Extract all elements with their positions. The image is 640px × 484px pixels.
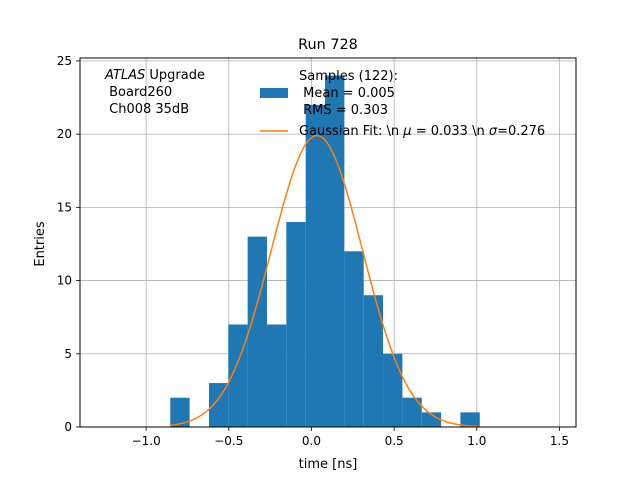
- y-tick-label: 0: [64, 420, 72, 434]
- upgrade-label: Upgrade: [145, 68, 205, 83]
- axis-ticks: −1.0 −0.5 0.0 0.5 1.0 1.5 0 5 10 15 20 25: [57, 54, 569, 448]
- histogram-bar: [247, 236, 267, 427]
- y-tick-label: 20: [57, 127, 72, 141]
- legend-fit-sigma: σ: [489, 124, 498, 139]
- x-axis-label: time [ns]: [299, 457, 358, 472]
- chart-title: Run 728: [298, 37, 358, 53]
- histogram-bar: [363, 295, 384, 427]
- legend-fit-label: Gaussian Fit: \n μ = 0.033 \n σ=0.276: [299, 124, 545, 139]
- histogram-bar: [286, 222, 306, 427]
- gaussian-fit-line: [170, 134, 480, 428]
- x-tick-label: 0.0: [302, 434, 321, 448]
- histogram-bar: [208, 383, 229, 427]
- legend-hist-line-2: Mean = 0.005: [299, 86, 395, 101]
- histogram-bar: [421, 412, 442, 427]
- histogram-bar: [402, 397, 422, 427]
- legend-hist-swatch: [260, 88, 288, 98]
- histogram-bar: [266, 324, 287, 427]
- y-tick-label: 25: [57, 54, 72, 68]
- y-tick-label: 10: [57, 274, 72, 288]
- legend-fit-mu: μ: [402, 124, 411, 139]
- histogram-bar: [325, 75, 345, 428]
- legend: Samples (122): Mean = 0.005 RMS = 0.303 …: [260, 69, 545, 139]
- annotation-line-2: Board260: [105, 85, 172, 100]
- histogram-bar: [170, 397, 190, 427]
- atlas-label: ATLAS: [104, 68, 145, 83]
- histogram-bar: [383, 353, 403, 427]
- atlas-annotation: ATLAS Upgrade Board260 Ch008 35dB: [104, 68, 205, 117]
- x-tick-label: 1.5: [550, 434, 569, 448]
- legend-fit-part-2: = 0.033 \n: [412, 124, 489, 139]
- legend-fit-part-1: Gaussian Fit: \n: [299, 124, 403, 139]
- y-tick-label: 15: [57, 200, 72, 214]
- plot-frame: [79, 57, 577, 428]
- legend-hist-line-1: Samples (122):: [299, 69, 398, 84]
- x-tick-label: 0.5: [385, 434, 404, 448]
- legend-fit-part-3: =0.276: [497, 124, 545, 139]
- histogram-bar: [460, 412, 480, 427]
- histogram-bar: [344, 251, 364, 427]
- histogram-bar: [305, 104, 326, 427]
- y-axis-label: Entries: [33, 221, 48, 267]
- legend-hist-line-3: RMS = 0.303: [299, 103, 388, 118]
- histogram-bars: [170, 75, 480, 428]
- annotation-line-1: ATLAS Upgrade: [104, 68, 205, 83]
- y-tick-label: 5: [64, 347, 72, 361]
- annotation-line-3: Ch008 35dB: [105, 102, 189, 117]
- x-tick-label: −1.0: [132, 434, 161, 448]
- gaussian-fit: [170, 134, 480, 428]
- x-tick-label: 1.0: [467, 434, 486, 448]
- x-tick-label: −0.5: [214, 434, 243, 448]
